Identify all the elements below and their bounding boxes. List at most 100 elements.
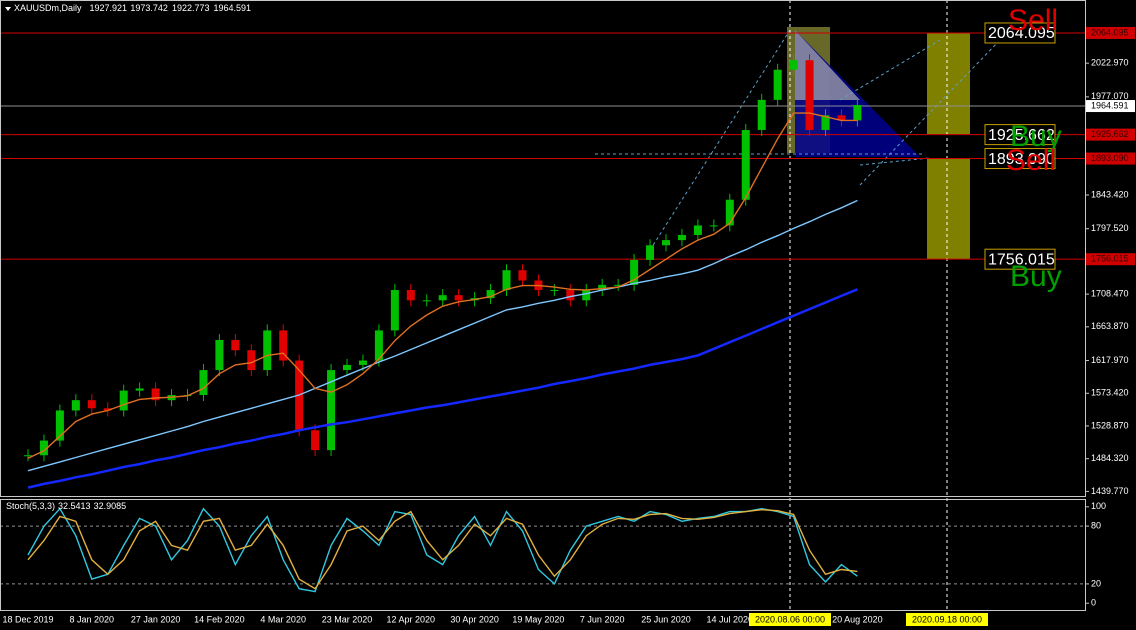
x-tick-label: 25 Jun 2020 (641, 614, 691, 624)
level-box (984, 248, 1056, 270)
crosshair-box (749, 613, 831, 626)
line-series (27, 507, 858, 593)
crosshair-label: 2020.08.06 00:00 (755, 614, 825, 624)
candle (821, 115, 830, 130)
candle (390, 290, 399, 331)
x-tick-label: 12 Apr 2020 (387, 614, 436, 624)
candle (757, 99, 766, 130)
line-series (27, 112, 858, 459)
annotation: Sell (1008, 4, 1058, 37)
y-tick-label: 1708.470 (1091, 288, 1129, 298)
candle (582, 290, 591, 301)
candle (566, 290, 575, 301)
candle (773, 69, 782, 100)
y-tick-label: 1528.870 (1091, 420, 1129, 430)
y-tick-label: 0 (1091, 598, 1096, 608)
candle (422, 300, 431, 302)
annotation: Buy (1010, 260, 1062, 293)
candle (614, 284, 623, 286)
candle (438, 295, 447, 301)
x-tick-label: 19 May 2020 (512, 614, 564, 624)
sell-zone (927, 33, 970, 134)
candle (677, 234, 686, 241)
candle (518, 270, 527, 281)
candle (279, 330, 288, 361)
candle (454, 295, 463, 301)
axis-level-box (1086, 253, 1135, 266)
main-value: 32.5413 (58, 501, 91, 511)
candle (87, 400, 96, 409)
candle (853, 105, 862, 121)
high: 1973.742 (130, 3, 168, 13)
candle (598, 284, 607, 291)
candle (55, 410, 64, 441)
candle (199, 370, 208, 396)
candle (343, 364, 351, 371)
annotation: Sell (1006, 144, 1056, 177)
level-box (984, 124, 1056, 146)
candle (247, 350, 256, 371)
candle (646, 245, 655, 260)
axis-level-box (1086, 128, 1135, 141)
axis-level-label: 1893.090 (1091, 153, 1129, 163)
symbol: XAUUSDm,Daily (14, 3, 82, 13)
y-tick-label: 1663.870 (1091, 321, 1129, 331)
y-tick-label: 1573.420 (1091, 388, 1129, 398)
y-tick-label: 1484.320 (1091, 453, 1129, 463)
x-tick-label: 20 Aug 2020 (832, 614, 883, 624)
candle (837, 115, 846, 121)
x-tick-label: 14 Feb 2020 (194, 614, 245, 624)
frames (0, 0, 1086, 611)
x-tick-label: 7 Jun 2020 (580, 614, 625, 624)
candle (709, 225, 718, 227)
annotation: Buy (1010, 120, 1062, 153)
level-label: 1893.090 (988, 151, 1055, 168)
crosshair-box (906, 613, 988, 626)
candle (693, 225, 702, 235)
axis-level-box (1086, 152, 1135, 165)
candle (358, 360, 367, 365)
trend-lines (595, 29, 1001, 251)
candle (741, 129, 750, 200)
candle (71, 400, 80, 411)
y-tick-label: 1797.520 (1091, 223, 1129, 233)
candle (406, 290, 415, 301)
y-tick-label: 2022.970 (1091, 58, 1129, 68)
x-tick-label: 30 Apr 2020 (450, 614, 499, 624)
candle (263, 330, 272, 371)
candle (103, 408, 112, 411)
candle (311, 430, 320, 451)
line-series (27, 288, 858, 489)
candle (486, 290, 495, 299)
close: 1964.591 (213, 3, 251, 13)
indicator: Stoch(5,3,3) (6, 501, 55, 511)
menu-icon (5, 7, 11, 11)
plot-layer: 2064.095 2064.095 1925.662 1925.662 1893.090… (0, 4, 1135, 626)
candle (805, 60, 814, 130)
low: 1922.773 (172, 3, 210, 13)
chart-header: XAUUSDm,Daily 1927.921 1973.742 1922.773 196… (14, 3, 251, 13)
candle (789, 60, 798, 70)
candle (725, 199, 734, 226)
candle (502, 270, 511, 291)
y-tick-label: 1439.770 (1091, 486, 1129, 496)
stoch-header: Stoch(5,3,3) 32.5413 32.9085 (6, 501, 126, 511)
level-label: 1925.662 (988, 127, 1055, 144)
candle (630, 259, 639, 285)
axis-level-label: 2064.095 (1091, 27, 1129, 37)
x-tick-label: 8 Jan 2020 (70, 614, 115, 624)
y-tick-label: 1843.420 (1091, 189, 1129, 199)
line-series (27, 199, 858, 472)
axis-level-label: 1925.662 (1091, 129, 1129, 139)
candle (231, 339, 240, 351)
y-tick-label: 80 (1091, 520, 1101, 530)
y-tick-label: 100 (1091, 501, 1106, 511)
x-tick-label: 27 Jan 2020 (131, 614, 181, 624)
price-label: 1964.591 (1091, 100, 1129, 110)
crosshair-label: 2020.09.18 00:00 (912, 614, 982, 624)
level-label: 1756.015 (988, 251, 1055, 268)
candle (215, 339, 224, 371)
candle (151, 388, 160, 401)
